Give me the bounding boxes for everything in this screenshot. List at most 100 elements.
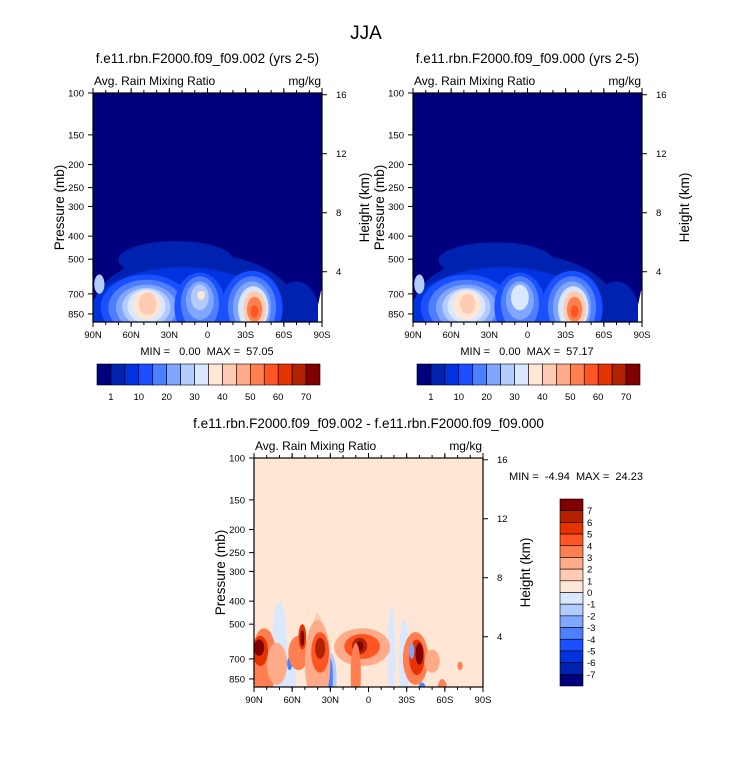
- colorbar-label: 40: [537, 392, 548, 403]
- left-string: Avg. Rain Mixing Ratio: [414, 74, 535, 88]
- colorbar-label: 4: [587, 541, 592, 552]
- colorbar-box: [180, 363, 195, 386]
- x-tick-label: 60S: [436, 695, 453, 706]
- colorbar-label: 6: [587, 518, 592, 529]
- colorbar-box: [559, 580, 584, 593]
- contour-region: [350, 642, 361, 687]
- x-tick-label: 90S: [634, 330, 651, 341]
- y-right-tick-label: 8: [656, 208, 661, 219]
- y-tick-label: 200: [68, 160, 84, 171]
- colorbar-label: 2: [587, 565, 592, 576]
- y-tick-label: 300: [229, 567, 245, 578]
- chart-panel-1: f.e11.rbn.F2000.f09_f09.002 (yrs 2-5) Avg…: [52, 51, 372, 403]
- colorbar-box: [556, 363, 571, 386]
- chart-panel-3: f.e11.rbn.F2000.f09_f09.002 - f.e11.rbn.…: [193, 416, 643, 706]
- y-tick-label: 250: [388, 183, 404, 194]
- contour-region: [418, 682, 426, 687]
- contour-region: [273, 281, 320, 322]
- colorbar-box: [110, 363, 126, 386]
- x-tick-label: 90N: [245, 695, 263, 706]
- y-tick-label: 100: [68, 89, 84, 100]
- x-tick-label: 60N: [442, 330, 460, 341]
- y-tick-label: 150: [388, 130, 404, 141]
- x-tick-label: 30N: [161, 330, 179, 341]
- x-tick-label: 90S: [475, 695, 492, 706]
- chart-title: f.e11.rbn.F2000.f09_f09.000 (yrs 2-5): [416, 51, 639, 66]
- y-tick-label: 700: [68, 289, 84, 300]
- y-tick-label: 100: [388, 89, 404, 100]
- colorbar-box: [559, 568, 584, 582]
- colorbar-box: [486, 363, 501, 386]
- units-label: mg/kg: [608, 74, 641, 88]
- contour-region: [510, 284, 529, 311]
- colorbar-box: [291, 363, 307, 386]
- y-tick-label: 700: [229, 654, 245, 665]
- colorbar-box: [250, 363, 265, 386]
- contour-region: [254, 639, 265, 656]
- y-tick-label: 250: [229, 548, 245, 559]
- x-tick-label: 0: [366, 695, 371, 706]
- min-max-stats: MIN = 0.00 MAX = 57.05: [140, 346, 273, 358]
- colorbar-box: [500, 363, 515, 386]
- x-tick-label: 30S: [398, 695, 415, 706]
- contour-field: [413, 93, 642, 322]
- contour-field: [254, 458, 483, 687]
- colorbar-label: 50: [565, 392, 576, 403]
- colorbar-box: [559, 557, 584, 570]
- x-tick-label: 60N: [122, 330, 140, 341]
- colorbar-label: -6: [587, 658, 595, 669]
- colorbar-box: [96, 363, 112, 386]
- colorbar-label: 30: [189, 392, 200, 403]
- y-tick-label: 500: [388, 255, 404, 266]
- y-tick-label: 200: [388, 160, 404, 171]
- colorbar-label: 40: [217, 392, 228, 403]
- contour-region: [409, 642, 415, 659]
- y-right-tick-label: 12: [656, 149, 667, 160]
- colorbar-box: [559, 592, 584, 605]
- colorbar-box: [236, 363, 251, 386]
- min-max-stats: MIN = 0.00 MAX = 57.17: [460, 346, 593, 358]
- x-tick-label: 60S: [595, 330, 612, 341]
- y-tick-label: 500: [229, 620, 245, 631]
- y-right-tick-label: 16: [336, 90, 347, 101]
- y-tick-label: 300: [388, 202, 404, 213]
- y-tick-label: 400: [68, 232, 84, 243]
- x-tick-label: 60S: [275, 330, 292, 341]
- colorbar-box: [559, 510, 584, 523]
- y-right-tick-label: 4: [336, 267, 341, 278]
- colorbar-box: [305, 363, 321, 386]
- left-string: Avg. Rain Mixing Ratio: [255, 439, 376, 453]
- colorbar-box: [559, 522, 584, 535]
- colorbar-box: [559, 498, 584, 511]
- chart-title: f.e11.rbn.F2000.f09_f09.002 - f.e11.rbn.…: [193, 416, 544, 431]
- contour-region: [300, 630, 305, 647]
- contour-region: [387, 606, 396, 687]
- colorbar-box: [222, 363, 237, 386]
- colorbar-box: [559, 627, 584, 640]
- colorbar-box: [625, 363, 641, 386]
- colorbar-box: [559, 533, 584, 547]
- contour-region: [94, 274, 105, 294]
- colorbar-label: 20: [481, 392, 492, 403]
- colorbar-box: [430, 363, 446, 386]
- y-tick-label: 850: [388, 309, 404, 320]
- y-right-tick-label: 8: [336, 208, 341, 219]
- y-axis-label: Pressure (mb): [213, 530, 228, 616]
- y-axis-label: Pressure (mb): [372, 165, 387, 251]
- x-tick-label: 90S: [314, 330, 331, 341]
- colorbar-label: 60: [593, 392, 604, 403]
- y-right-tick-label: 12: [497, 514, 508, 525]
- colorbar-box: [528, 363, 543, 386]
- y-axis-label: Pressure (mb): [52, 165, 67, 251]
- colorbar-box: [444, 363, 460, 386]
- colorbar-label: 5: [587, 530, 592, 541]
- colorbar-label: 70: [301, 392, 312, 403]
- colorbar-label: 1: [428, 392, 433, 403]
- x-tick-label: 90N: [404, 330, 422, 341]
- y-right-tick-label: 4: [497, 632, 502, 643]
- contour-field: [93, 93, 322, 322]
- contour-region: [138, 292, 157, 316]
- y-right-tick-label: 16: [656, 90, 667, 101]
- colorbar-label: 10: [134, 392, 145, 403]
